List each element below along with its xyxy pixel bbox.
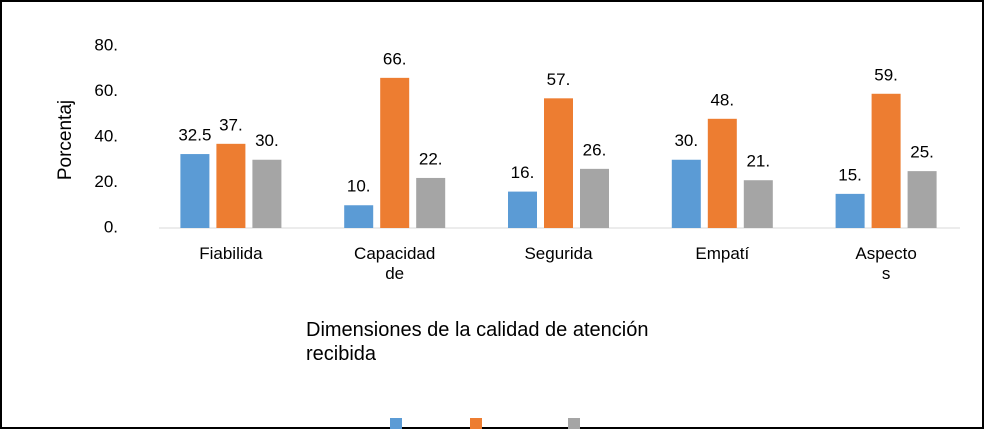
bar (216, 143, 246, 228)
bar (871, 93, 901, 229)
bar (835, 193, 865, 228)
y-axis-title: Porcentaj (55, 100, 76, 180)
bar (580, 168, 609, 228)
legend-swatch (470, 418, 482, 429)
data-label: 48. (710, 90, 734, 109)
bar (252, 159, 282, 228)
data-label: 21. (746, 152, 770, 171)
bar (416, 177, 446, 228)
y-tick-label: 20. (94, 172, 118, 191)
bar (380, 77, 410, 228)
y-tick-label: 80. (94, 35, 118, 54)
data-label: 30. (255, 131, 279, 150)
bar (907, 171, 937, 228)
data-label: 15. (838, 165, 862, 184)
data-label: 66. (383, 49, 407, 68)
data-label: 26. (583, 140, 607, 159)
data-label: 37. (219, 115, 243, 134)
data-label: 16. (511, 163, 535, 182)
bar (344, 205, 374, 228)
x-axis-title: Dimensiones de la calidad de atención re… (306, 319, 649, 365)
x-tick-label: Capacidad de (354, 244, 436, 283)
y-tick-label: 60. (94, 81, 118, 100)
legend-swatch (568, 418, 580, 429)
x-tick-label: Fiabilida (199, 244, 263, 263)
y-tick-label: 40. (94, 126, 118, 145)
data-label: 57. (547, 70, 571, 89)
data-label: 30. (674, 131, 698, 150)
x-tick-label: Empatí (695, 244, 750, 263)
legend-swatch (390, 418, 402, 429)
data-label: 10. (347, 177, 371, 196)
data-label: 32.5 (178, 126, 211, 145)
bar (544, 98, 573, 228)
x-tick-label: Segurida (524, 244, 593, 263)
data-label: 59. (874, 65, 898, 84)
bar (180, 154, 210, 228)
bar (743, 180, 773, 228)
bar (707, 118, 737, 228)
y-tick-label: 0. (104, 217, 118, 236)
bar (671, 159, 701, 228)
data-label: 25. (910, 143, 934, 162)
x-tick-label: Aspecto s (855, 244, 917, 283)
bar (508, 191, 537, 228)
data-label: 22. (419, 149, 443, 168)
